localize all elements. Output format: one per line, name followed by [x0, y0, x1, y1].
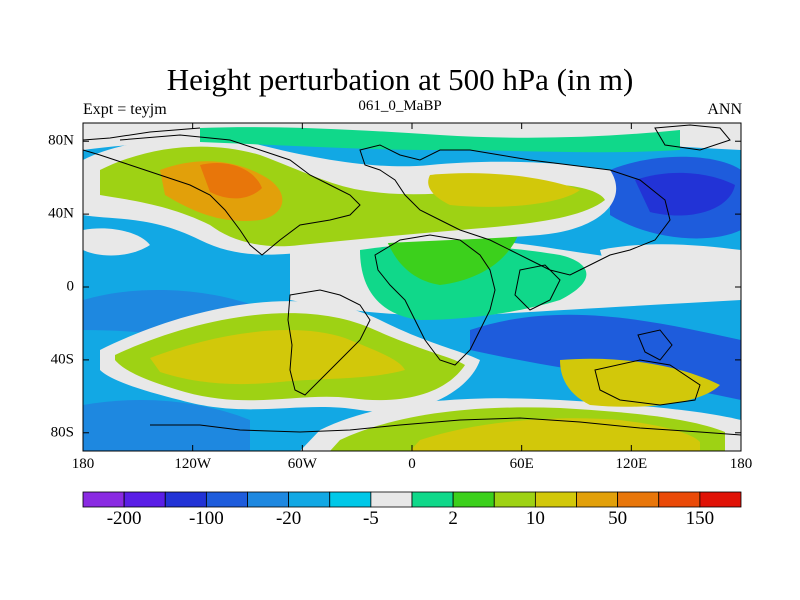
colorbar	[82, 491, 742, 508]
colorbar-label: 150	[685, 508, 715, 529]
lat-tick-label: 0	[66, 278, 75, 295]
colorbar-swatch	[329, 491, 372, 508]
colorbar-swatch	[164, 491, 207, 508]
contour-fill-layer	[83, 123, 741, 451]
colorbar-swatch	[452, 491, 495, 508]
lat-tick-label: 80N	[48, 132, 74, 149]
contour-north-america-core	[200, 162, 262, 199]
colorbar-swatch	[82, 491, 125, 508]
lon-tick-label: 180	[71, 456, 95, 472]
colorbar-label: -200	[106, 508, 142, 529]
chart-title: Height perturbation at 500 hPa (in m)	[166, 62, 634, 97]
colorbar-swatch	[288, 491, 331, 508]
colorbar-label: 50	[608, 508, 628, 529]
lat-tick-label: 40S	[50, 351, 74, 368]
colorbar-swatch	[247, 491, 290, 508]
contour-arctic-positive	[200, 127, 680, 153]
lon-tick-label: 120W	[174, 456, 211, 472]
contour-south-indian-high	[560, 358, 720, 407]
lon-tick-label: 60W	[287, 456, 317, 472]
lat-tick-label: 80S	[50, 424, 74, 441]
colorbar-label: 2	[448, 508, 458, 529]
contour-north-pacific-core	[635, 172, 735, 216]
lon-tick-label: 120E	[615, 456, 648, 472]
coastline-north-america	[83, 134, 361, 256]
contour-west-pacific-neutral	[600, 244, 741, 297]
colorbar-label: -100	[188, 508, 224, 529]
coastline-new-guinea	[637, 329, 673, 361]
coastline-greenland-east	[654, 124, 731, 151]
colorbar-swatch	[699, 491, 742, 508]
colorbar-swatch	[370, 491, 413, 508]
colorbar-swatch	[411, 491, 454, 508]
colorbar-label: -20	[275, 508, 302, 529]
lat-tick-label: 40N	[48, 205, 74, 222]
colorbar-swatch	[658, 491, 701, 508]
colorbar-label: 10	[525, 508, 545, 529]
experiment-label: Expt = teyjm	[83, 101, 167, 118]
lon-tick-label: 180	[729, 456, 753, 472]
lon-tick-label: 0	[408, 456, 416, 472]
colorbar-swatch	[205, 491, 248, 508]
run-id-label: 061_0_MaBP	[358, 98, 442, 114]
colorbar-swatch	[534, 491, 577, 508]
colorbar-swatch	[493, 491, 536, 508]
contour-eurasia-high	[428, 173, 580, 207]
coastline-africa	[374, 234, 496, 366]
contour-east-pacific-neutral	[83, 228, 150, 256]
coastline-arctic	[83, 127, 201, 141]
season-label: ANN	[707, 101, 742, 118]
coastline-south-america	[287, 289, 371, 396]
lon-tick-marks	[82, 123, 742, 451]
colorbar-swatch	[576, 491, 619, 508]
coastline-eurasia	[359, 144, 671, 276]
colorbar-label: -5	[362, 508, 379, 529]
coastline-antarctica	[150, 417, 741, 436]
lon-tick-label: 60E	[509, 456, 534, 472]
coastline-indonesia	[514, 264, 561, 311]
coastline-australia	[594, 359, 701, 406]
coastlines	[83, 124, 741, 436]
lat-tick-marks	[83, 140, 741, 434]
contour-south-america-high	[150, 330, 405, 385]
colorbar-swatch	[123, 491, 166, 508]
colorbar-swatch	[617, 491, 660, 508]
